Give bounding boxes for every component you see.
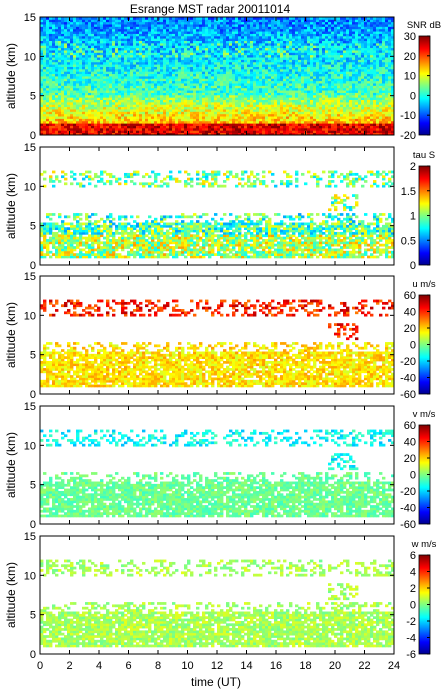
y-tick-label: 15 bbox=[24, 271, 36, 283]
colorbar-tick-label: -20 bbox=[400, 356, 416, 368]
y-tick-label: 0 bbox=[30, 649, 36, 661]
panel-2: 0 5 10 15 altitude (km) tau S2 1.5 1 0.5 0 bbox=[4, 142, 435, 272]
y-tick-label: 0 bbox=[30, 130, 36, 142]
y-tick-label: 10 bbox=[24, 181, 36, 193]
colorbar-label: SNR dB bbox=[407, 20, 441, 31]
x-tick-label: 10 bbox=[181, 660, 193, 672]
panel-1-plot bbox=[40, 17, 395, 136]
y-axis-label: altitude (km) bbox=[4, 173, 18, 239]
x-tick-label: 16 bbox=[270, 660, 282, 672]
y-tick-label: 10 bbox=[24, 440, 36, 452]
colorbar-tick-label: 10 bbox=[404, 71, 416, 83]
x-tick-label: 24 bbox=[388, 660, 400, 672]
y-tick-label: 15 bbox=[24, 12, 36, 24]
colorbar-tick-label: 60 bbox=[404, 420, 416, 432]
colorbar-tick-label: 0 bbox=[410, 260, 416, 272]
colorbar-tick-label: -20 bbox=[400, 130, 416, 142]
colorbar-tick-label: 0 bbox=[410, 470, 416, 482]
y-tick-label: 0 bbox=[30, 519, 36, 531]
colorbar-tick-label: 20 bbox=[404, 51, 416, 63]
colorbar-label: tau S bbox=[413, 150, 435, 161]
y-axis-label: altitude (km) bbox=[4, 302, 18, 368]
y-tick-label: 5 bbox=[30, 480, 36, 492]
colorbar-tick-label: -10 bbox=[400, 110, 416, 122]
figure-title: Esrange MST radar 20011014 bbox=[130, 2, 291, 16]
colorbar-label: v m/s bbox=[413, 409, 436, 420]
y-tick-label: 0 bbox=[30, 389, 36, 401]
colorbar-label: w m/s bbox=[411, 539, 437, 550]
colorbar-tick-label: 40 bbox=[404, 437, 416, 449]
colorbar-tick-label: 1 bbox=[410, 211, 416, 223]
colorbar-tick-label: -60 bbox=[400, 389, 416, 401]
y-tick-label: 5 bbox=[30, 350, 36, 362]
x-tick-label: 0 bbox=[37, 660, 43, 672]
panel-3: 0 5 10 15 altitude (km) u m/s60 40 20 0 -20 -40 -60 bbox=[4, 271, 436, 401]
y-tick-label: 10 bbox=[24, 51, 36, 63]
colorbar-tick-label: 4 bbox=[410, 567, 416, 579]
x-tick-label: 22 bbox=[358, 660, 370, 672]
colorbar-tick-label: -60 bbox=[400, 519, 416, 531]
y-tick-label: 5 bbox=[30, 221, 36, 233]
y-axis-label: altitude (km) bbox=[4, 562, 18, 628]
colorbar-tick-label: 0 bbox=[410, 600, 416, 612]
colorbar-tick-label: 1.5 bbox=[401, 186, 416, 198]
x-tick-label: 6 bbox=[125, 660, 131, 672]
colorbar-tick-label: 30 bbox=[404, 31, 416, 43]
x-tick-label: 4 bbox=[96, 660, 102, 672]
panel-4: 0 5 10 15 altitude (km) v m/s60 40 20 0 -20 -40 -60 bbox=[4, 401, 436, 531]
colorbar-tick-label: 20 bbox=[404, 323, 416, 335]
colorbar-tick-label: 2 bbox=[410, 161, 416, 173]
colorbar-label: u m/s bbox=[412, 279, 435, 290]
x-axis: 0 2 4 6 8 10 12 14 16 18 20 22 24 bbox=[37, 660, 400, 672]
panel-4-plot bbox=[40, 429, 395, 518]
x-tick-label: 2 bbox=[66, 660, 72, 672]
colorbar-tick-label: -4 bbox=[406, 633, 416, 645]
y-tick-label: 15 bbox=[24, 142, 36, 154]
colorbar-tick-label: 60 bbox=[404, 290, 416, 302]
colorbar-tick-label: -2 bbox=[406, 616, 416, 628]
x-axis-label: time (UT) bbox=[191, 675, 241, 689]
panel-5: 0 5 10 15 altitude (km) w m/s6 4 2 0 -2 -4 -6 bbox=[4, 531, 437, 661]
y-tick-label: 10 bbox=[24, 570, 36, 582]
colorbar bbox=[418, 35, 431, 136]
y-tick-label: 5 bbox=[30, 91, 36, 103]
panel-5-plot bbox=[40, 559, 395, 648]
colorbar-tick-label: 6 bbox=[410, 550, 416, 562]
x-tick-label: 8 bbox=[155, 660, 161, 672]
x-tick-label: 20 bbox=[329, 660, 341, 672]
colorbar-tick-label: 0.5 bbox=[401, 235, 416, 247]
x-tick-label: 18 bbox=[299, 660, 311, 672]
colorbar-tick-label: 0 bbox=[410, 90, 416, 102]
y-axis-label: altitude (km) bbox=[4, 432, 18, 498]
colorbar-tick-label: 0 bbox=[410, 340, 416, 352]
colorbar-tick-label: -6 bbox=[406, 649, 416, 661]
colorbar-tick-label: 20 bbox=[404, 453, 416, 465]
colorbar-tick-label: -20 bbox=[400, 486, 416, 498]
y-tick-label: 15 bbox=[24, 401, 36, 413]
x-tick-label: 14 bbox=[240, 660, 252, 672]
panel-3-plot bbox=[40, 299, 395, 388]
y-tick-label: 10 bbox=[24, 310, 36, 322]
panel-2-plot bbox=[40, 170, 395, 259]
y-axis-label: altitude (km) bbox=[4, 43, 18, 109]
colorbar-tick-label: -40 bbox=[400, 373, 416, 385]
y-tick-label: 5 bbox=[30, 610, 36, 622]
colorbar-tick-label: 2 bbox=[410, 583, 416, 595]
colorbar-tick-label: 40 bbox=[404, 307, 416, 319]
y-tick-label: 0 bbox=[30, 260, 36, 272]
x-tick-label: 12 bbox=[211, 660, 223, 672]
y-tick-label: 15 bbox=[24, 531, 36, 543]
colorbar-tick-label: -40 bbox=[400, 503, 416, 515]
